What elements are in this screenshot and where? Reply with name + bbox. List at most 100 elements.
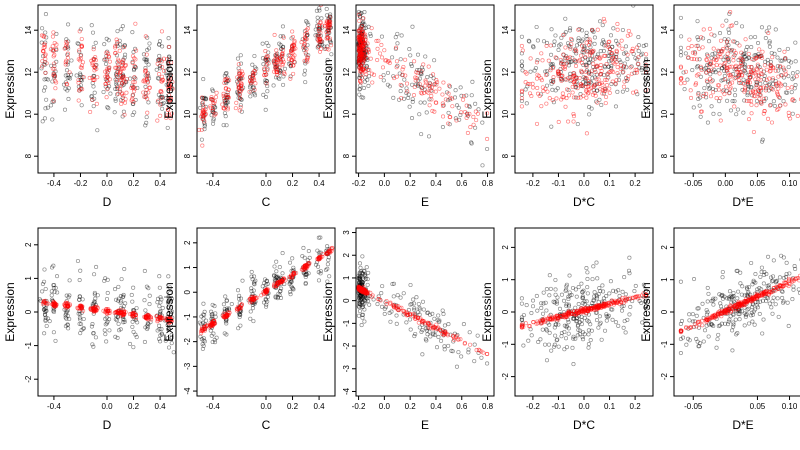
observed-point: [358, 293, 363, 298]
observed-point: [304, 19, 309, 24]
fitted-point: [728, 10, 733, 15]
fitted-point: [357, 287, 362, 292]
fitted-point: [628, 65, 633, 70]
observed-point: [357, 296, 362, 301]
fitted-point: [604, 83, 610, 88]
fitted-point: [143, 34, 148, 39]
fitted-point: [788, 116, 793, 121]
observed-point: [440, 125, 445, 130]
fitted-point: [315, 34, 320, 39]
observed-point: [166, 54, 172, 59]
observed-point: [253, 278, 258, 283]
fitted-point: [686, 55, 691, 60]
observed-point: [117, 328, 122, 333]
observed-point: [158, 295, 163, 300]
observed-point: [549, 124, 554, 129]
observed-point: [52, 289, 57, 294]
observed-point: [50, 79, 55, 84]
observed-point: [563, 30, 568, 35]
observed-point: [42, 310, 48, 315]
fitted-point: [52, 61, 57, 66]
observed-point: [588, 338, 593, 343]
observed-point: [361, 85, 367, 90]
observed-point: [115, 335, 120, 340]
observed-point: [357, 309, 363, 314]
observed-point: [360, 21, 365, 26]
observed-point: [613, 289, 619, 294]
fitted-point: [727, 81, 733, 86]
observed-point: [760, 137, 765, 142]
observed-point: [160, 305, 165, 311]
observed-point: [163, 68, 169, 73]
observed-point: [560, 78, 565, 83]
observed-point: [165, 300, 171, 305]
observed-point: [682, 87, 687, 92]
observed-point: [43, 318, 48, 323]
observed-point: [582, 315, 587, 320]
fitted-point: [292, 39, 297, 44]
observed-point: [358, 265, 363, 270]
y-axis-label: Expression: [3, 59, 17, 118]
fitted-point: [749, 99, 754, 104]
observed-point: [77, 49, 82, 54]
observed-point: [608, 279, 613, 284]
observed-point: [636, 35, 641, 40]
observed-point: [359, 270, 364, 276]
fitted-point: [119, 101, 124, 106]
fitted-point: [429, 97, 434, 102]
observed-point: [363, 274, 368, 279]
fitted-point: [212, 113, 217, 118]
fitted-point: [706, 63, 711, 68]
fitted-point: [105, 87, 110, 92]
observed-point: [201, 343, 206, 348]
x-tick-label: 0.00: [718, 179, 734, 188]
observed-point: [585, 285, 590, 290]
fitted-point: [576, 27, 581, 32]
observed-point: [527, 39, 532, 44]
observed-point: [203, 96, 208, 101]
observed-point: [751, 309, 756, 314]
fitted-point: [93, 55, 98, 60]
fitted-point: [169, 319, 174, 324]
fitted-point: [725, 66, 730, 71]
observed-point: [696, 90, 701, 96]
fitted-point: [291, 42, 296, 47]
observed-point: [746, 289, 751, 295]
observed-point: [358, 298, 363, 303]
observed-point: [755, 40, 761, 46]
fitted-point: [248, 78, 253, 83]
fitted-point: [222, 315, 227, 320]
observed-point: [427, 97, 432, 102]
observed-point: [534, 24, 539, 30]
observed-point: [303, 272, 308, 278]
observed-point: [307, 255, 312, 260]
fitted-point: [563, 104, 568, 109]
observed-point: [113, 96, 118, 101]
observed-point: [360, 271, 365, 276]
observed-point: [223, 100, 228, 105]
x-tick-label: 0.4: [430, 179, 442, 188]
observed-point: [614, 38, 619, 43]
fitted-point: [720, 47, 726, 52]
observed-point: [107, 328, 112, 333]
fitted-point: [166, 316, 171, 321]
fitted-point: [199, 331, 204, 336]
x-tick-label: 0.6: [456, 179, 468, 188]
observed-point: [772, 51, 777, 56]
observed-point: [157, 42, 162, 47]
observed-point: [287, 280, 292, 285]
fitted-point: [264, 63, 269, 68]
fitted-point: [387, 60, 392, 66]
fitted-point: [749, 102, 754, 107]
fitted-point: [627, 295, 633, 300]
x-axis-label: E: [421, 418, 429, 432]
y-tick-label: -2: [24, 375, 33, 383]
observed-point: [66, 22, 71, 27]
observed-point: [436, 313, 441, 318]
observed-point: [262, 280, 267, 286]
fitted-point: [573, 63, 579, 69]
observed-point: [566, 296, 571, 302]
observed-point: [362, 79, 367, 84]
fitted-point: [757, 47, 762, 52]
fitted-point: [405, 312, 411, 318]
